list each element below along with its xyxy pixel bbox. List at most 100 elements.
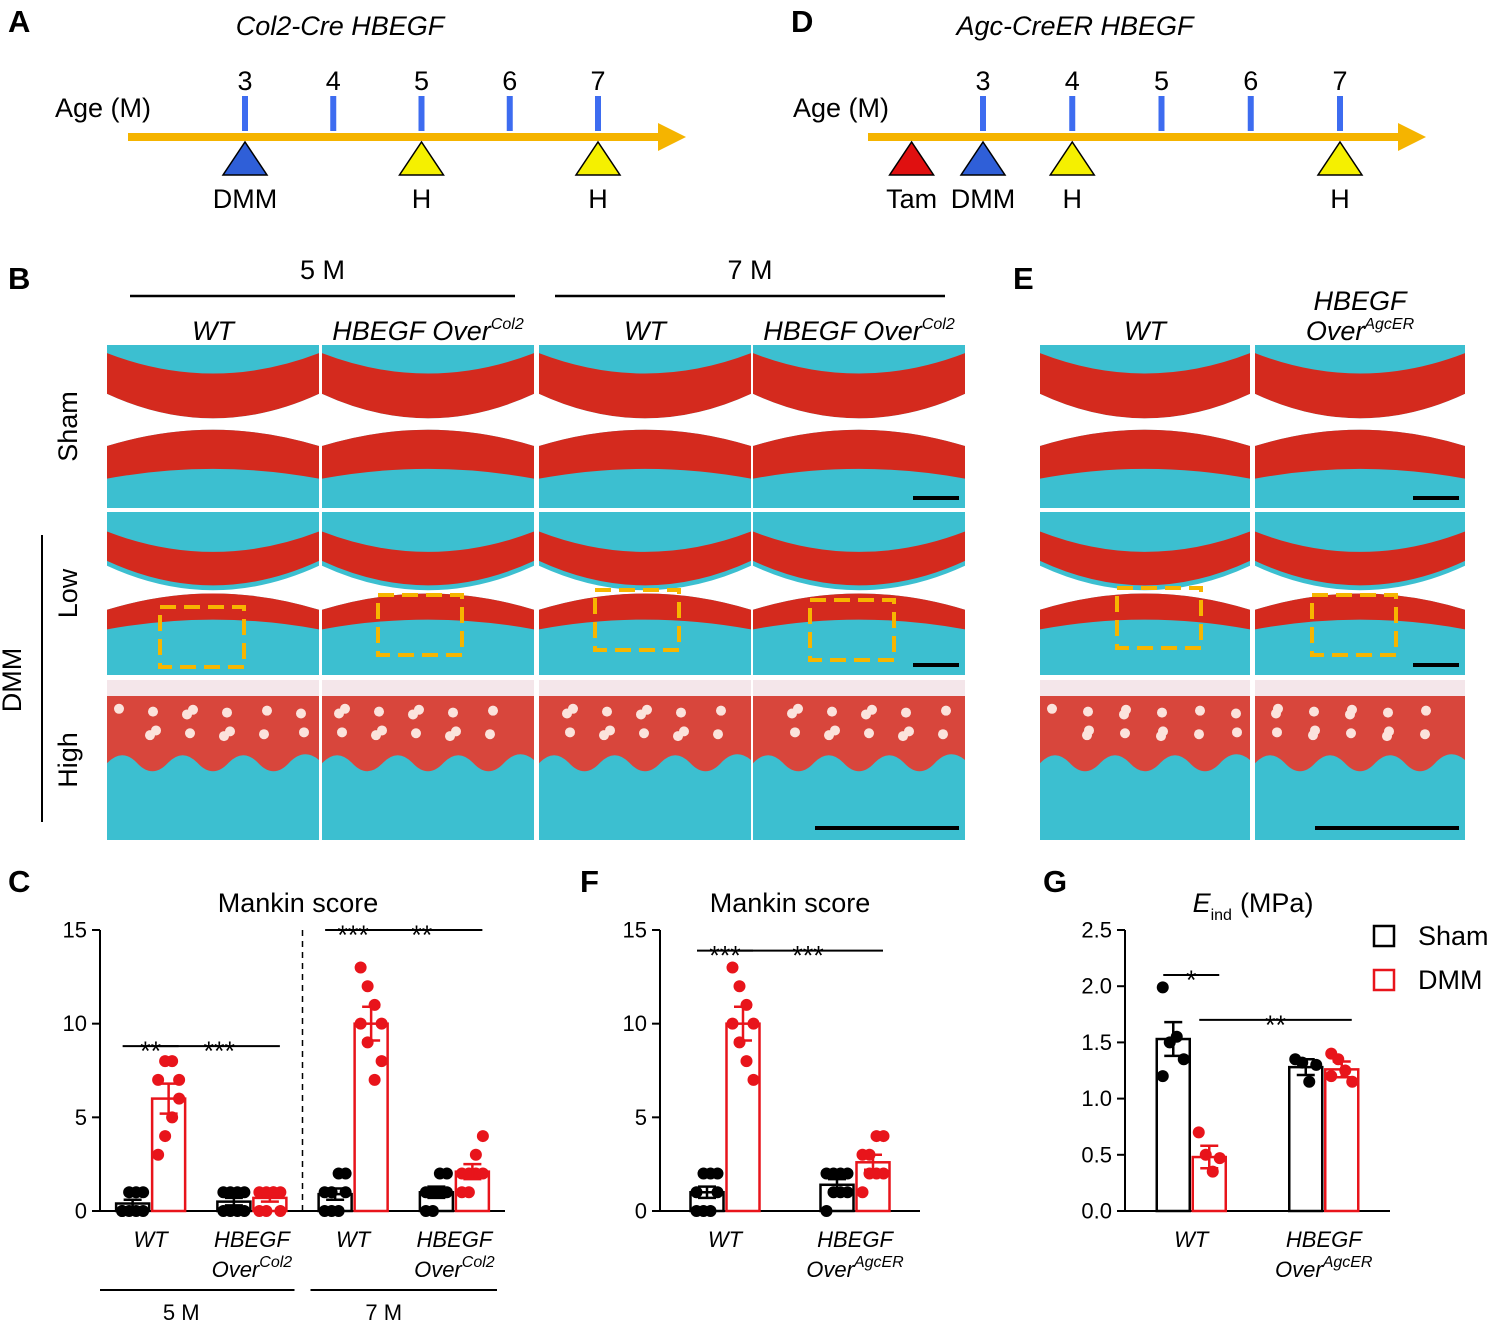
x-tick-label: HBEGF xyxy=(817,1227,894,1252)
legend-label: Sham xyxy=(1418,921,1489,951)
tick-label: 6 xyxy=(502,66,517,96)
data-point xyxy=(711,1167,724,1180)
cartilage xyxy=(107,531,319,586)
data-point xyxy=(152,1148,165,1161)
chondrocyte xyxy=(371,730,381,741)
chondrocyte xyxy=(1420,729,1430,740)
y-tick-label: 5 xyxy=(635,1105,647,1130)
data-point xyxy=(1156,981,1169,994)
panel-letter: A xyxy=(8,4,30,39)
surface xyxy=(1040,680,1250,696)
bar xyxy=(1288,1065,1324,1213)
chondrocyte xyxy=(337,727,347,738)
cartilage xyxy=(1040,531,1250,586)
data-point xyxy=(1325,1070,1338,1083)
tick-label: 5 xyxy=(414,66,429,96)
chondrocyte xyxy=(861,709,871,720)
chondrocyte xyxy=(185,728,195,739)
row-label: High xyxy=(53,732,83,788)
tick-label: 4 xyxy=(326,66,341,96)
joint-space xyxy=(1040,565,1250,610)
chondrocyte xyxy=(411,728,421,739)
cartilage xyxy=(322,353,534,419)
event-label: H xyxy=(588,184,608,214)
row-group-label: DMM xyxy=(0,648,27,712)
legend-label: DMM xyxy=(1418,965,1482,995)
chondrocyte xyxy=(636,709,646,720)
error-bar xyxy=(463,1162,482,1181)
chondrocyte xyxy=(262,705,272,716)
cartilage xyxy=(107,353,319,419)
error-bar xyxy=(123,1198,142,1209)
error-bar xyxy=(734,1005,752,1042)
x-tick-label-text: WT xyxy=(336,1227,372,1252)
significance-label: ** xyxy=(140,1036,162,1066)
chondrocyte xyxy=(676,707,686,718)
chondrocyte xyxy=(1383,707,1393,718)
data-point xyxy=(1156,1070,1169,1083)
chondrocyte xyxy=(1272,727,1282,738)
y-tick-label: 1.5 xyxy=(1081,1030,1112,1055)
y-tick-label: 10 xyxy=(623,1011,647,1036)
arrow-head xyxy=(1398,123,1426,151)
event-marker xyxy=(221,140,269,176)
chondrocyte xyxy=(219,731,229,742)
chondrocyte xyxy=(222,707,232,718)
data-point xyxy=(747,1073,760,1086)
x-tick-label-text: WT xyxy=(1174,1227,1210,1252)
error-bar xyxy=(326,1187,345,1202)
y-tick-label: 15 xyxy=(623,918,647,943)
chondrocyte xyxy=(602,706,612,717)
y-tick-label: 2.0 xyxy=(1081,974,1112,999)
event-label: H xyxy=(1063,184,1083,214)
chondrocyte xyxy=(1345,709,1355,720)
joint-space xyxy=(753,393,965,447)
timeline-title: Col2-Cre HBEGF xyxy=(236,11,446,41)
chondrocyte xyxy=(787,708,797,719)
data-point xyxy=(469,1148,482,1161)
data-point xyxy=(159,1130,172,1143)
error-bar xyxy=(260,1192,279,1203)
chondrocyte xyxy=(565,727,575,738)
chondrocyte xyxy=(259,729,269,740)
chondrocyte xyxy=(148,706,158,717)
data-point xyxy=(361,980,374,993)
bar xyxy=(725,1022,761,1213)
y-tick-label: 2.5 xyxy=(1081,918,1112,943)
cartilage xyxy=(539,353,751,419)
data-point xyxy=(733,980,746,993)
data-point xyxy=(476,1167,489,1180)
data-point xyxy=(238,1205,251,1217)
chondrocyte xyxy=(1308,730,1318,741)
x-tick-label-sup: AgcER xyxy=(1322,1254,1373,1271)
error-bar xyxy=(1164,1020,1183,1058)
significance-label: *** xyxy=(203,1036,235,1066)
cartilage xyxy=(1040,353,1250,419)
significance-label: *** xyxy=(792,941,824,971)
chondrocyte xyxy=(1082,730,1092,741)
chondrocyte xyxy=(1156,731,1166,742)
data-point xyxy=(332,1205,345,1217)
column-label: WT xyxy=(1124,316,1168,346)
chondrocyte xyxy=(445,731,455,742)
bar xyxy=(1324,1068,1360,1213)
cartilage xyxy=(539,593,751,630)
column-label-text: WT xyxy=(1124,316,1168,346)
data-point xyxy=(1213,1152,1226,1165)
y-tick-label: 0 xyxy=(635,1199,647,1224)
cartilage xyxy=(107,429,319,479)
chart-title-text: Mankin score xyxy=(710,888,871,918)
x-tick-label-text: Over xyxy=(1275,1257,1324,1282)
column-label: HBEGF OverCol2 xyxy=(763,316,955,346)
event-marker xyxy=(574,140,622,176)
x-tick-label: OverAgcER xyxy=(1275,1254,1373,1282)
x-tick-label-text: HBEGF xyxy=(817,1227,894,1252)
cartilage xyxy=(753,593,965,630)
chondrocyte xyxy=(673,731,683,742)
x-tick-label-text: HBEGF xyxy=(214,1227,291,1252)
event-marker xyxy=(1316,140,1364,176)
x-tick-label: OverCol2 xyxy=(212,1254,293,1282)
cartilage xyxy=(1255,696,1465,772)
x-tick-label-sup: Col2 xyxy=(259,1254,292,1271)
panel-letter: F xyxy=(580,864,599,899)
